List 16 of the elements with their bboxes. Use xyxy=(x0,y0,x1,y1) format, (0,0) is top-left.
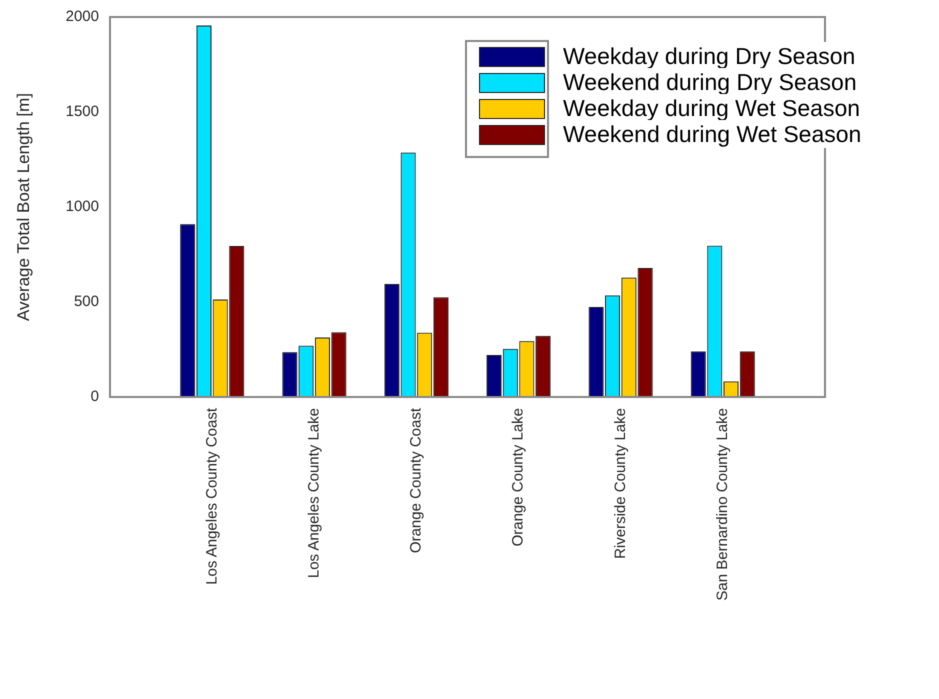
legend-label: Weekday during Wet Season xyxy=(563,94,862,122)
y-tick-label: 1000 xyxy=(66,198,99,216)
legend-label: Weekend during Wet Season xyxy=(563,120,864,148)
y-axis-title: Average Total Boat Length [m] xyxy=(14,92,33,322)
x-tick-label: Orange County Lake xyxy=(510,408,527,546)
y-tick-label: 0 xyxy=(90,388,99,406)
y-tick-label: 1500 xyxy=(66,103,99,120)
x-tick-label: San Bernardino County Lake xyxy=(714,408,731,601)
x-tick-label: Los Angeles County Coast xyxy=(203,407,220,585)
x-tick-label: Orange County Coast xyxy=(408,407,425,554)
y-tick-label: 500 xyxy=(74,293,99,310)
y-tick-label: 2000 xyxy=(66,8,99,26)
x-tick-label: Riverside County Lake xyxy=(612,408,629,559)
legend-label: Weekday during Dry Season xyxy=(563,42,858,70)
x-tick-label: Los Angeles County Lake xyxy=(305,408,322,578)
legend-label: Weekend during Dry Season xyxy=(563,68,859,96)
